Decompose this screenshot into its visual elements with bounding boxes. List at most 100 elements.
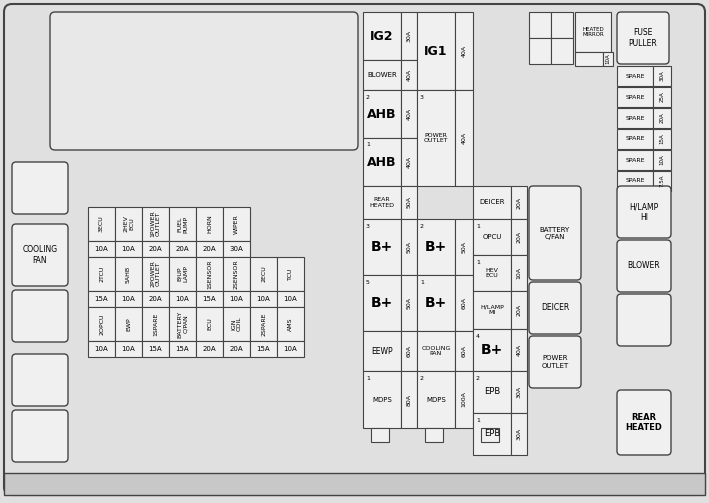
Text: 30A: 30A	[406, 30, 411, 42]
Bar	[653, 129, 671, 149]
Text: 20A: 20A	[176, 246, 189, 252]
Bar	[169, 341, 196, 357]
Bar	[363, 331, 401, 371]
Bar	[473, 255, 511, 291]
Text: 20A: 20A	[230, 346, 243, 352]
Text: EPB: EPB	[484, 430, 500, 439]
FancyBboxPatch shape	[12, 354, 68, 406]
Bar	[653, 150, 671, 170]
Text: 40A: 40A	[406, 108, 411, 120]
Bar	[401, 219, 417, 275]
Text: 50A: 50A	[406, 241, 411, 253]
Text: 3: 3	[420, 95, 424, 100]
FancyBboxPatch shape	[50, 12, 358, 150]
Bar	[511, 291, 527, 329]
Text: 100A: 100A	[462, 391, 467, 407]
FancyBboxPatch shape	[617, 12, 669, 64]
Text: 25A: 25A	[659, 92, 664, 103]
Text: COOLING
FAN: COOLING FAN	[23, 245, 57, 265]
Text: 10A: 10A	[122, 296, 135, 302]
Bar	[575, 52, 603, 66]
Text: 2ECU: 2ECU	[261, 266, 266, 282]
Text: POWER
OUTLET: POWER OUTLET	[542, 356, 569, 369]
Bar	[196, 341, 223, 357]
Bar	[511, 219, 527, 255]
Bar	[401, 60, 417, 90]
Text: 1SPARE: 1SPARE	[153, 312, 158, 336]
Bar	[363, 12, 401, 60]
Text: REAR
HEATED: REAR HEATED	[625, 413, 662, 432]
Bar	[142, 207, 169, 241]
Bar	[417, 219, 455, 275]
Bar	[88, 341, 115, 357]
FancyBboxPatch shape	[617, 390, 671, 455]
Bar	[401, 138, 417, 186]
FancyBboxPatch shape	[12, 224, 68, 286]
Text: 50A: 50A	[462, 241, 467, 253]
FancyBboxPatch shape	[4, 4, 705, 495]
Text: B+: B+	[481, 343, 503, 357]
Bar	[401, 12, 417, 60]
Bar	[417, 90, 455, 186]
Bar	[575, 12, 611, 52]
Text: 2POWER
OUTLET: 2POWER OUTLET	[150, 261, 161, 287]
Bar	[88, 257, 115, 291]
Bar	[617, 108, 653, 128]
Text: IGN
COIL: IGN COIL	[231, 316, 242, 331]
Bar	[473, 219, 511, 255]
Text: 60A: 60A	[406, 345, 411, 357]
Bar	[617, 150, 653, 170]
Bar	[417, 331, 455, 371]
Text: 10A: 10A	[94, 246, 108, 252]
Bar	[363, 275, 401, 331]
Text: 10A: 10A	[122, 246, 135, 252]
Bar	[169, 307, 196, 341]
Bar	[363, 186, 401, 219]
Bar	[653, 108, 671, 128]
Bar	[115, 291, 142, 307]
Bar	[653, 66, 671, 86]
Bar	[417, 12, 455, 90]
Text: 10A: 10A	[94, 346, 108, 352]
Bar	[511, 371, 527, 413]
Text: 2: 2	[366, 95, 370, 100]
Text: 5AHB: 5AHB	[126, 266, 131, 283]
Text: SPARE: SPARE	[625, 73, 644, 78]
Text: 15A: 15A	[149, 346, 162, 352]
FancyBboxPatch shape	[12, 410, 68, 462]
Bar	[529, 38, 551, 64]
Text: 3ECU: 3ECU	[99, 216, 104, 232]
Bar	[401, 331, 417, 371]
Text: MDPS: MDPS	[426, 396, 446, 402]
Text: 1: 1	[366, 142, 370, 147]
Bar	[617, 66, 653, 86]
Bar	[115, 241, 142, 257]
Bar	[88, 207, 115, 241]
Text: 1: 1	[476, 223, 480, 228]
Bar	[529, 12, 551, 38]
Text: 80A: 80A	[406, 393, 411, 405]
Bar	[169, 291, 196, 307]
Bar	[363, 60, 401, 90]
Text: SPARE: SPARE	[625, 95, 644, 100]
Text: 30A: 30A	[516, 386, 522, 398]
Bar	[169, 257, 196, 291]
Text: 30A: 30A	[516, 428, 522, 440]
Text: 1: 1	[420, 280, 424, 285]
Bar	[88, 307, 115, 341]
Bar	[4, 473, 705, 495]
Bar	[473, 371, 511, 413]
Bar	[196, 241, 223, 257]
Bar	[371, 428, 389, 442]
Bar	[363, 219, 401, 275]
Text: FUSE
PULLER: FUSE PULLER	[629, 28, 657, 48]
Text: 15A: 15A	[176, 346, 189, 352]
Bar	[277, 291, 304, 307]
Bar	[169, 241, 196, 257]
Text: 2: 2	[476, 376, 480, 380]
Bar	[363, 138, 401, 186]
Text: AHB: AHB	[367, 108, 397, 121]
Text: 2SENSOR: 2SENSOR	[234, 259, 239, 289]
Text: 40A: 40A	[462, 132, 467, 144]
Bar	[653, 171, 671, 191]
